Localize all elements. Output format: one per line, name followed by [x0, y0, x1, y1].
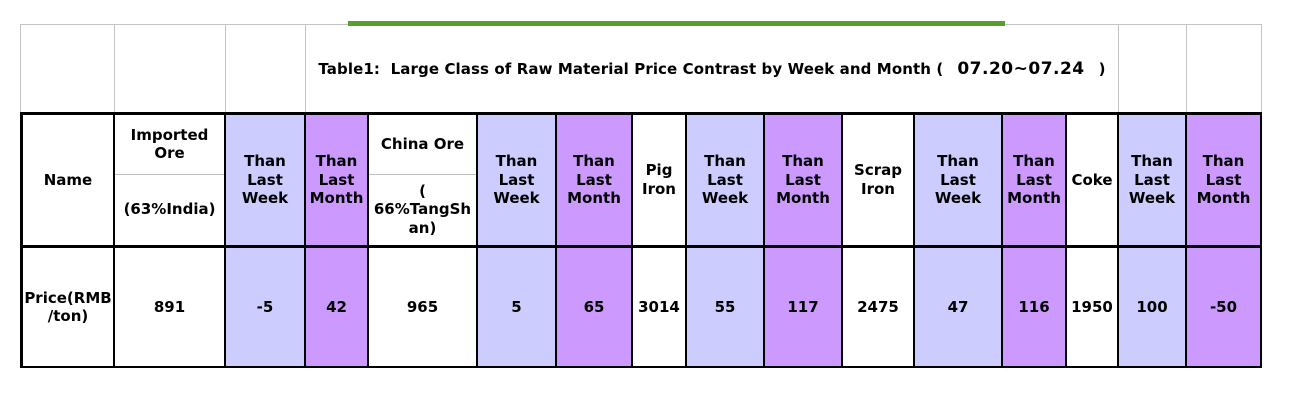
cell-pig-week-change: 55: [687, 248, 765, 368]
col-header-pig-iron: Pig Iron: [633, 112, 687, 248]
title-row-empty-cell: [1187, 24, 1262, 112]
col-header-than-last-week-imported: Than Last Week: [226, 112, 306, 248]
col-header-than-last-week-scrap: Than Last Week: [915, 112, 1003, 248]
cell-china-week-change: 5: [478, 248, 557, 368]
china-ore-label: China Ore: [369, 115, 476, 175]
col-header-than-last-month-imported: Than Last Month: [306, 112, 369, 248]
title-row-empty-cell: [226, 24, 306, 112]
cell-scrap-month-change: 116: [1003, 248, 1067, 368]
row-label-price: Price(RMB /ton): [20, 248, 115, 368]
cell-pig-iron-price: 3014: [633, 248, 687, 368]
green-accent-line: [348, 21, 1005, 26]
raw-material-price-table: Table1: Large Class of Raw Material Pric…: [20, 24, 1262, 368]
title-row-empty-cell: [20, 24, 115, 112]
col-header-china-ore: China Ore ( 66%TangSh an): [369, 112, 478, 248]
col-header-scrap-iron: Scrap Iron: [843, 112, 915, 248]
china-ore-grade: ( 66%TangSh an): [373, 181, 472, 238]
cell-coke-week-change: 100: [1119, 248, 1187, 368]
cell-scrap-week-change: 47: [915, 248, 1003, 368]
cell-imported-week-change: -5: [226, 248, 306, 368]
cell-china-ore-price: 965: [369, 248, 478, 368]
cell-pig-month-change: 117: [765, 248, 843, 368]
imported-ore-label: Imported Ore: [115, 115, 224, 175]
table-title: Table1: Large Class of Raw Material Pric…: [306, 24, 1119, 112]
table-title-text: Table1: Large Class of Raw Material Pric…: [318, 59, 944, 78]
cell-scrap-iron-price: 2475: [843, 248, 915, 368]
col-header-imported-ore: Imported Ore (63%India): [115, 112, 226, 248]
table-title-close-paren: ): [1098, 59, 1106, 78]
col-header-name: Name: [20, 112, 115, 248]
cell-coke-month-change: -50: [1187, 248, 1262, 368]
cell-china-month-change: 65: [557, 248, 633, 368]
col-header-than-last-week-china: Than Last Week: [478, 112, 557, 248]
title-row-empty-cell: [115, 24, 226, 112]
col-header-than-last-month-pig: Than Last Month: [765, 112, 843, 248]
cell-imported-ore-price: 891: [115, 248, 226, 368]
title-row-empty-cell: [1119, 24, 1187, 112]
table-title-date-range: 07.20~07.24: [957, 58, 1085, 79]
cell-imported-month-change: 42: [306, 248, 369, 368]
cell-coke-price: 1950: [1067, 248, 1119, 368]
col-header-than-last-month-coke: Than Last Month: [1187, 112, 1262, 248]
col-header-than-last-week-coke: Than Last Week: [1119, 112, 1187, 248]
col-header-coke: Coke: [1067, 112, 1119, 248]
col-header-than-last-week-pig: Than Last Week: [687, 112, 765, 248]
col-header-than-last-month-china: Than Last Month: [557, 112, 633, 248]
col-header-than-last-month-scrap: Than Last Month: [1003, 112, 1067, 248]
imported-ore-grade: (63%India): [123, 200, 216, 219]
